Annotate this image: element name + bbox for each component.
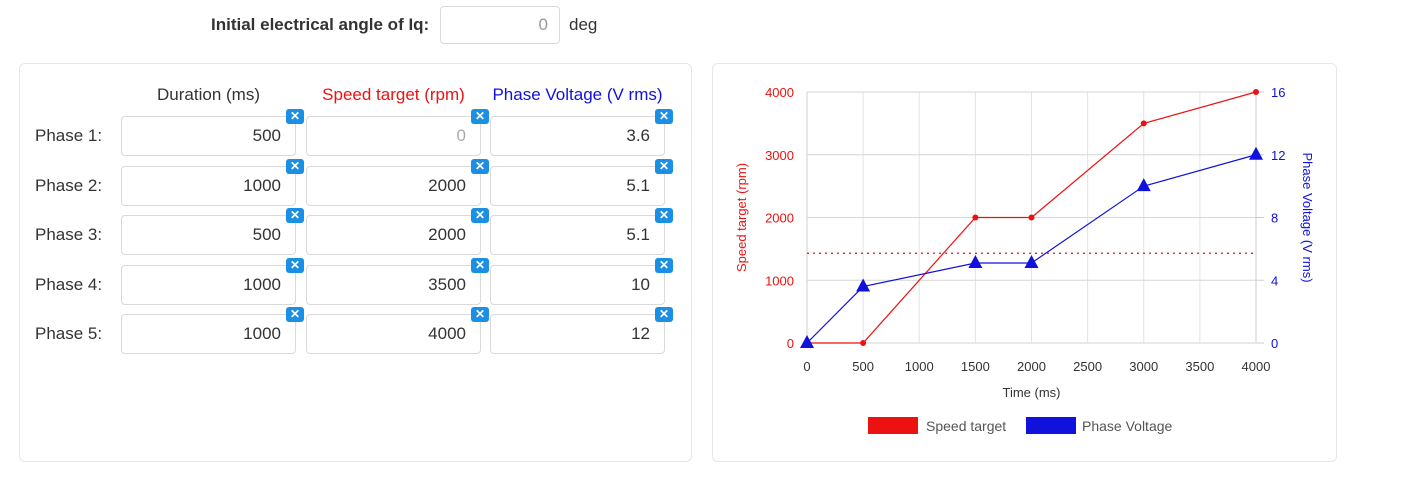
clear-icon[interactable]: ✕ [471, 257, 489, 273]
phase-label: Phase 3: [35, 225, 103, 244]
voltage-point [968, 254, 983, 268]
x-tick-label: 3500 [1185, 359, 1214, 374]
speed-point [1028, 214, 1035, 221]
speed-input[interactable]: 3500 [306, 264, 481, 305]
voltage-input[interactable]: 5.1 [490, 215, 665, 255]
duration-header: Duration (ms) [157, 85, 260, 104]
clear-icon[interactable]: ✕ [286, 307, 304, 322]
speed-point [1140, 120, 1147, 127]
legend-swatch-voltage [1026, 417, 1076, 434]
voltage-point [1024, 254, 1039, 268]
y-left-axis-label: Speed target (rpm) [734, 163, 749, 272]
voltage-input[interactable]: 3.6 [490, 116, 665, 156]
angle-input[interactable]: 0 [440, 6, 560, 44]
clear-icon[interactable]: ✕ [655, 109, 673, 124]
y-right-axis-label: Phase Voltage (V rms) [1300, 152, 1315, 282]
voltage-header: Phase Voltage (V rms) [492, 85, 663, 104]
x-tick-label: 0 [803, 359, 810, 374]
phase-label: Phase 1: [35, 126, 103, 145]
legend-label-voltage: Phase Voltage [1082, 418, 1173, 434]
series-line-voltage [806, 154, 1257, 344]
speed-header: Speed target (rpm) [322, 85, 465, 104]
x-tick-label: 500 [852, 359, 874, 374]
series-line-speed [807, 91, 1257, 344]
voltage-input[interactable]: 5.1 [490, 165, 665, 206]
clear-icon[interactable]: ✕ [655, 257, 673, 273]
angle-row: Initial electrical angle of Iq: 0 deg [0, 3, 700, 44]
speed-input[interactable]: 4000 [306, 314, 481, 354]
voltage-point [800, 335, 814, 348]
angle-unit: deg [569, 15, 598, 34]
x-tick-label: 1500 [961, 359, 990, 374]
duration-input[interactable]: 500 [121, 215, 296, 255]
phase-label: Phase 4: [35, 274, 103, 294]
speed-input[interactable]: 2000 [306, 215, 481, 255]
x-axis-label: Time (ms) [1002, 385, 1060, 400]
clear-icon[interactable]: ✕ [655, 307, 673, 322]
phase-label: Phase 2: [35, 175, 103, 195]
speed-point [1253, 89, 1259, 95]
legend-swatch-speed [868, 417, 918, 434]
speed-point [972, 214, 979, 221]
legend-label-speed: Speed target [926, 418, 1006, 434]
clear-icon[interactable]: ✕ [471, 158, 489, 174]
y-right-tick-label: 0 [1271, 336, 1278, 351]
voltage-point [1136, 178, 1151, 192]
y-left-tick-label: 4000 [765, 85, 794, 100]
duration-input[interactable]: 1000 [121, 165, 296, 206]
voltage-input[interactable]: 10 [490, 264, 665, 305]
phases-card: Duration (ms) Speed target (rpm) Phase V… [19, 63, 692, 462]
x-tick-label: 2000 [1017, 359, 1046, 374]
speed-input[interactable]: 2000 [306, 165, 481, 206]
x-tick-label: 1000 [905, 359, 934, 374]
clear-icon[interactable]: ✕ [286, 158, 304, 174]
y-left-tick-label: 2000 [765, 211, 794, 226]
x-tick-label: 4000 [1242, 359, 1271, 374]
voltage-point [856, 278, 871, 292]
voltage-input[interactable]: 12 [490, 314, 665, 354]
y-right-tick-label: 16 [1271, 85, 1285, 100]
clear-icon[interactable]: ✕ [286, 208, 304, 223]
speed-point [860, 340, 867, 346]
clear-icon[interactable]: ✕ [655, 158, 673, 174]
duration-input[interactable]: 500 [121, 116, 296, 156]
phase-label: Phase 5: [35, 324, 103, 343]
clear-icon[interactable]: ✕ [286, 257, 304, 273]
y-left-tick-label: 3000 [765, 148, 794, 163]
clear-icon[interactable]: ✕ [286, 109, 304, 124]
y-right-tick-label: 12 [1271, 148, 1285, 163]
clear-icon[interactable]: ✕ [471, 307, 489, 322]
angle-label: Initial electrical angle of Iq: [211, 15, 430, 34]
chart-card: 0 500 1000 1500 2000 2500 3000 3500 4000 0 1000 200… [712, 63, 1337, 462]
x-tick-label: 3000 [1129, 359, 1158, 374]
clear-icon[interactable]: ✕ [655, 208, 673, 223]
clear-icon[interactable]: ✕ [471, 109, 489, 124]
voltage-point [1249, 146, 1263, 160]
duration-input[interactable]: 1000 [121, 264, 296, 305]
y-left-tick-label: 0 [787, 336, 794, 351]
x-tick-label: 2500 [1073, 359, 1102, 374]
clear-icon[interactable]: ✕ [471, 208, 489, 223]
y-right-tick-label: 8 [1271, 211, 1278, 226]
speed-input[interactable]: 0 [306, 116, 481, 156]
duration-input[interactable]: 1000 [121, 314, 296, 354]
y-right-tick-label: 4 [1271, 273, 1278, 288]
y-left-tick-label: 1000 [765, 273, 794, 288]
speed-voltage-chart: 0 500 1000 1500 2000 2500 3000 3500 400001000200… [734, 85, 1315, 434]
